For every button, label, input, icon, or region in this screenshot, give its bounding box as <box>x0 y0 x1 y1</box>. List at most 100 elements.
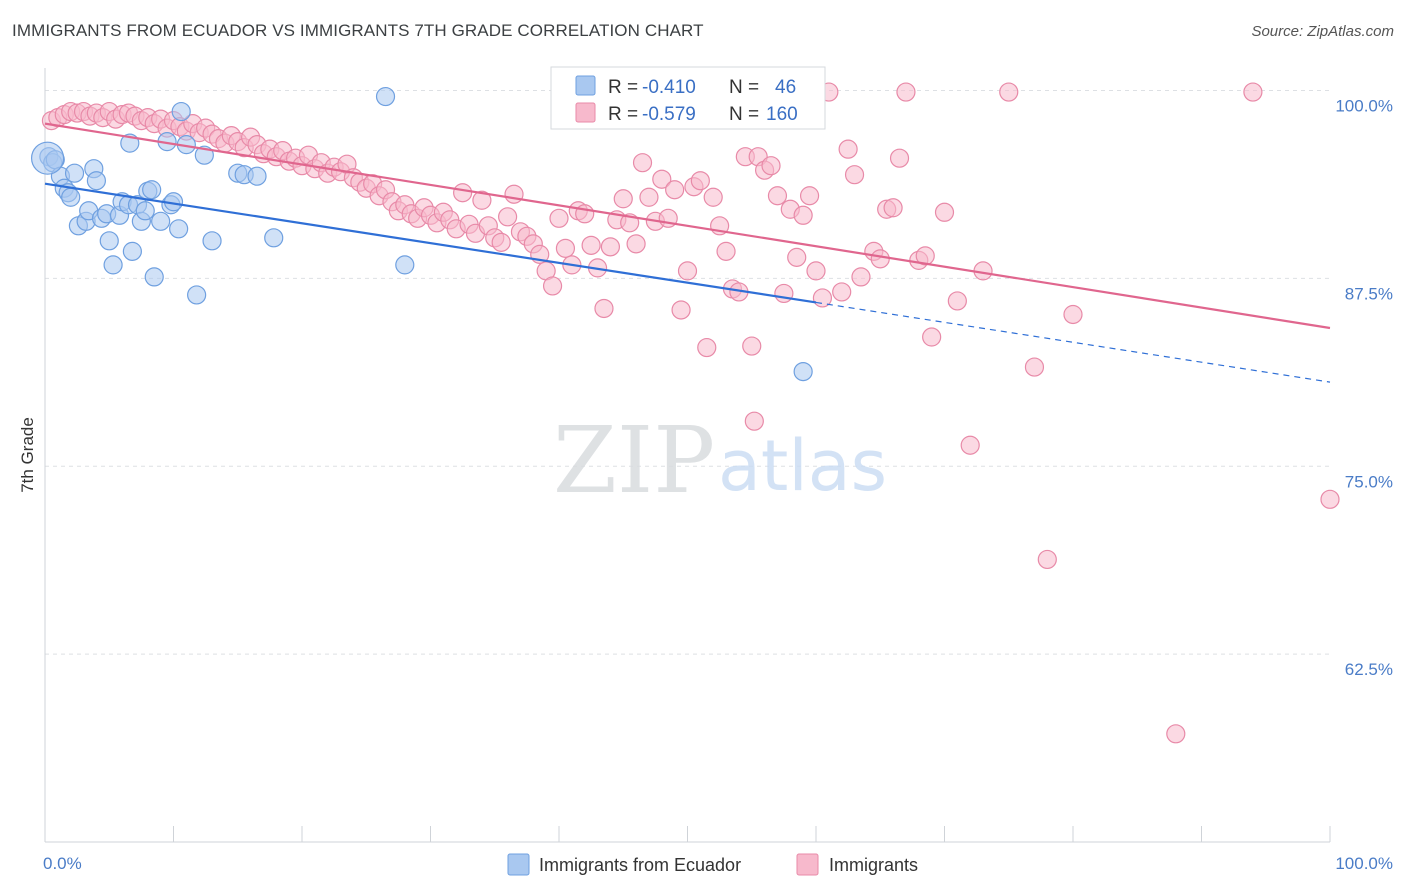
point-1-113 <box>767 186 788 206</box>
trend-line-dashed-0 <box>815 301 1331 383</box>
x-tick-label-min: 0.0% <box>43 854 82 873</box>
watermark: ZIP atlas <box>553 407 887 514</box>
y-axis-tick-labels: 100.0% 87.5% 75.0% 62.5% <box>1335 97 1393 680</box>
point-1-101 <box>690 171 710 191</box>
stats-legend-swatch-immigrants <box>575 102 596 123</box>
point-0-12 <box>86 171 107 191</box>
point-1-124 <box>870 249 890 269</box>
point-0-42 <box>375 86 396 107</box>
point-0-40 <box>247 166 267 186</box>
point-1-79 <box>549 208 569 228</box>
bottom-legend-label-ecuador: Immigrants from Ecuador <box>539 855 741 875</box>
point-0-44 <box>793 361 813 382</box>
point-0-16 <box>103 255 123 275</box>
point-1-142 <box>832 282 852 302</box>
chart-source: Source: ZipAtlas.com <box>1251 23 1394 40</box>
point-0-45 <box>30 141 65 175</box>
stats-legend-r-label-ecuador: R = <box>608 77 638 98</box>
stats-legend: R = -0.410 N = 46 R = -0.579 N = 160 <box>550 66 826 130</box>
point-1-121 <box>844 165 865 185</box>
point-1-126 <box>883 198 903 218</box>
point-1-92 <box>632 153 653 173</box>
point-1-95 <box>652 169 672 189</box>
point-1-98 <box>671 300 691 320</box>
y-tick-label-2: 75.0% <box>1345 472 1393 491</box>
watermark-zip: ZIP <box>553 407 715 514</box>
point-1-70 <box>491 232 511 252</box>
point-1-102 <box>697 337 717 358</box>
chart-title: IMMIGRANTS FROM ECUADOR VS IMMIGRANTS 7T… <box>12 21 704 40</box>
point-0-21 <box>122 241 142 261</box>
stats-legend-n-value-ecuador: 46 <box>775 77 796 98</box>
point-1-80 <box>555 238 576 258</box>
point-0-26 <box>142 180 162 200</box>
point-0-37 <box>202 231 222 251</box>
x-axis-ticks <box>44 826 1331 842</box>
x-tick-label-max: 100.0% <box>1335 854 1393 873</box>
point-1-132 <box>960 435 980 455</box>
stats-legend-r-label-immigrants: R = <box>608 104 638 125</box>
point-1-131 <box>947 291 967 311</box>
y-tick-label-3: 62.5% <box>1345 660 1393 679</box>
point-1-135 <box>1037 549 1057 570</box>
point-0-27 <box>144 267 164 287</box>
bottom-legend-label-immigrants: Immigrants <box>829 855 918 875</box>
point-1-136 <box>1063 304 1083 325</box>
point-1-144 <box>915 246 935 266</box>
point-1-114 <box>774 283 794 304</box>
point-1-64 <box>453 183 473 203</box>
watermark-atlas: atlas <box>718 425 887 507</box>
stats-legend-swatch-ecuador <box>575 75 596 96</box>
point-1-122 <box>851 267 871 287</box>
point-1-130 <box>934 202 955 222</box>
y-tick-label-0: 100.0% <box>1335 97 1393 116</box>
point-1-91 <box>626 234 646 254</box>
stats-legend-r-value-immigrants: -0.579 <box>642 104 696 125</box>
point-1-109 <box>742 336 762 356</box>
trend-line-1 <box>44 122 1331 330</box>
point-1-105 <box>716 241 736 261</box>
points-immigrants-from-ecuador <box>30 86 813 382</box>
point-1-71 <box>498 207 518 227</box>
bottom-legend: Immigrants from Ecuador Immigrants <box>507 853 918 876</box>
point-1-143 <box>889 148 910 168</box>
stats-legend-n-label-immigrants: N = <box>729 104 759 125</box>
point-1-137 <box>1166 724 1186 744</box>
point-1-139 <box>1320 489 1340 509</box>
point-1-97 <box>665 180 685 200</box>
point-1-67 <box>472 190 492 210</box>
point-0-41 <box>264 228 284 248</box>
point-1-99 <box>677 261 698 281</box>
stats-legend-box <box>550 66 826 130</box>
point-1-72 <box>504 184 524 204</box>
trend-lines <box>44 122 1331 383</box>
point-1-117 <box>793 205 813 225</box>
points-immigrants <box>41 82 1340 744</box>
point-0-35 <box>187 285 207 305</box>
point-1-103 <box>703 187 723 207</box>
stats-legend-n-label-ecuador: N = <box>729 77 759 98</box>
point-1-127 <box>896 82 916 102</box>
point-1-129 <box>922 327 942 347</box>
point-1-116 <box>787 247 807 267</box>
point-0-33 <box>171 101 191 122</box>
stats-legend-n-value-immigrants: 160 <box>766 104 798 125</box>
point-1-84 <box>581 235 601 255</box>
point-0-6 <box>61 187 81 207</box>
point-0-7 <box>64 163 85 183</box>
stats-legend-r-value-ecuador: -0.410 <box>642 77 696 98</box>
point-1-87 <box>600 237 621 257</box>
point-1-93 <box>639 187 659 207</box>
bottom-legend-swatch-ecuador <box>507 853 530 876</box>
point-1-89 <box>613 189 633 209</box>
point-1-140 <box>799 186 820 206</box>
point-0-15 <box>99 231 119 251</box>
point-1-78 <box>542 276 563 296</box>
bottom-legend-swatch-immigrants <box>796 853 819 876</box>
y-axis-label: 7th Grade <box>18 417 37 493</box>
y-tick-label-1: 87.5% <box>1345 284 1393 303</box>
point-1-134 <box>1024 357 1045 377</box>
point-1-86 <box>594 298 614 319</box>
point-1-141 <box>806 261 826 281</box>
